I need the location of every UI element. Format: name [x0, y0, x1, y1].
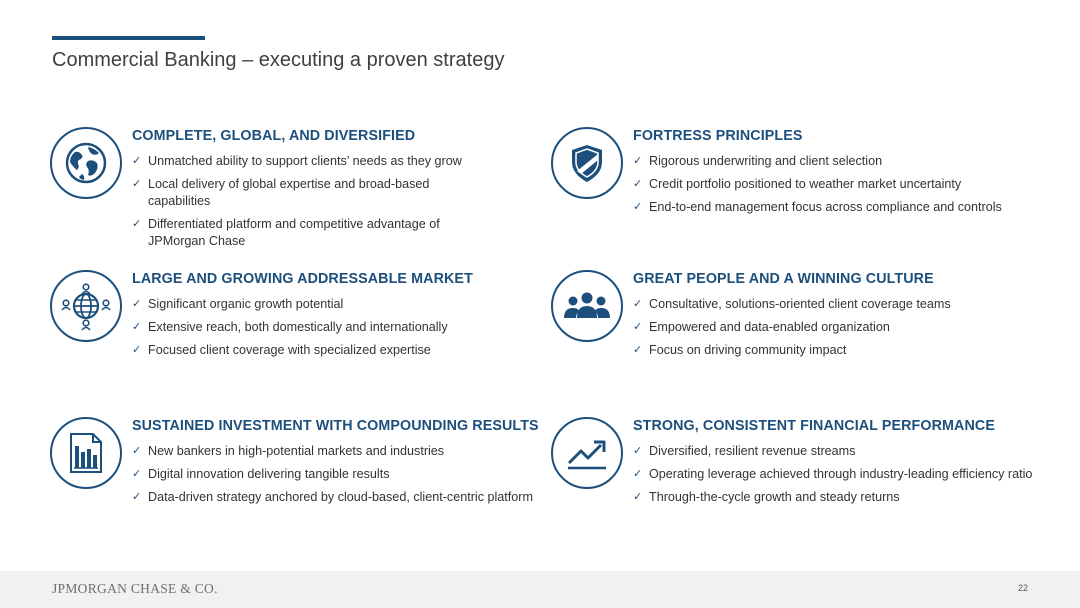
- list-item: ✓ Focused client coverage with specialize…: [132, 343, 431, 357]
- check-icon: ✓: [633, 445, 643, 457]
- page-title: Commercial Banking – executing a proven …: [52, 49, 505, 71]
- trend-up-icon: [551, 417, 623, 489]
- company-logo: JPMORGAN CHASE & CO.: [52, 581, 218, 596]
- check-icon: ✓: [132, 344, 142, 356]
- list-item: ✓ Digital innovation delivering tangible …: [132, 467, 390, 481]
- check-icon: ✓: [132, 298, 142, 310]
- list-item: ✓ Credit portfolio positioned to weather …: [633, 177, 962, 191]
- check-icon: ✓: [633, 178, 643, 190]
- check-icon: ✓: [132, 155, 142, 167]
- bullet-list: ✓ Diversified, resilient revenue streams …: [633, 443, 1073, 512]
- section-heading: FORTRESS PRINCIPLES: [633, 128, 803, 144]
- list-item: ✓ Data-driven strategy anchored by cloud-…: [132, 490, 533, 504]
- check-icon: ✓: [132, 445, 142, 457]
- report-chart-icon: [50, 417, 122, 489]
- title-accent-bar: [52, 36, 205, 40]
- list-item: ✓ Extensive reach, both domestically and …: [132, 320, 448, 334]
- check-icon: ✓: [633, 298, 643, 310]
- section-heading: COMPLETE, GLOBAL, AND DIVERSIFIED: [132, 128, 416, 144]
- check-icon: ✓: [132, 321, 142, 333]
- section-heading: STRONG, CONSISTENT FINANCIAL PERFORMANCE: [633, 418, 995, 434]
- check-icon: ✓: [132, 178, 142, 190]
- check-icon: ✓: [633, 155, 643, 167]
- section-heading: GREAT PEOPLE AND A WINNING CULTURE: [633, 271, 934, 287]
- list-item: ✓ Diversified, resilient revenue streams: [633, 444, 856, 458]
- bullet-list: ✓ Significant organic growth potential ✓ E…: [132, 296, 532, 365]
- bullet-list: ✓ New bankers in high-potential markets a…: [132, 443, 552, 512]
- section-heading: SUSTAINED INVESTMENT WITH COMPOUNDING RE…: [132, 418, 539, 434]
- list-item: ✓ Unmatched ability to support clients’ n…: [132, 154, 462, 168]
- list-item: ✓ Focus on driving community impact: [633, 343, 847, 357]
- list-item: ✓ New bankers in high-potential markets a…: [132, 444, 445, 458]
- page-number: 22: [1017, 583, 1028, 593]
- list-item: ✓ Consultative, solutions-oriented client…: [633, 297, 951, 311]
- check-icon: ✓: [633, 201, 643, 213]
- check-icon: ✓: [633, 491, 643, 503]
- shield-icon: [551, 127, 623, 199]
- global-network-icon: [50, 270, 122, 342]
- bullet-list: ✓ Unmatched ability to support clients’ n…: [132, 153, 462, 256]
- check-icon: ✓: [633, 468, 643, 480]
- list-item: ✓ Operating leverage achieved through ind…: [633, 467, 1033, 481]
- list-item: ✓ Differentiated platform and competitive…: [132, 217, 440, 248]
- section-heading: LARGE AND GROWING ADDRESSABLE MARKET: [132, 271, 473, 287]
- bullet-list: ✓ Consultative, solutions-oriented client…: [633, 296, 1073, 365]
- list-item: ✓ Local delivery of global expertise and …: [132, 177, 430, 208]
- bullet-list: ✓ Rigorous underwriting and client select…: [633, 153, 1073, 222]
- list-item: ✓ Through-the-cycle growth and steady ret…: [633, 490, 900, 504]
- check-icon: ✓: [633, 321, 643, 333]
- people-group-icon: [551, 270, 623, 342]
- check-icon: ✓: [132, 468, 142, 480]
- list-item: ✓ Empowered and data-enabled organization: [633, 320, 890, 334]
- globe-icon: [50, 127, 122, 199]
- check-icon: ✓: [633, 344, 643, 356]
- list-item: ✓ End-to-end management focus across comp…: [633, 200, 1002, 214]
- check-icon: ✓: [132, 218, 142, 230]
- list-item: ✓ Significant organic growth potential: [132, 297, 344, 311]
- list-item: ✓ Rigorous underwriting and client select…: [633, 154, 883, 168]
- footer: JPMORGAN CHASE & CO. 22: [0, 571, 1080, 608]
- check-icon: ✓: [132, 491, 142, 503]
